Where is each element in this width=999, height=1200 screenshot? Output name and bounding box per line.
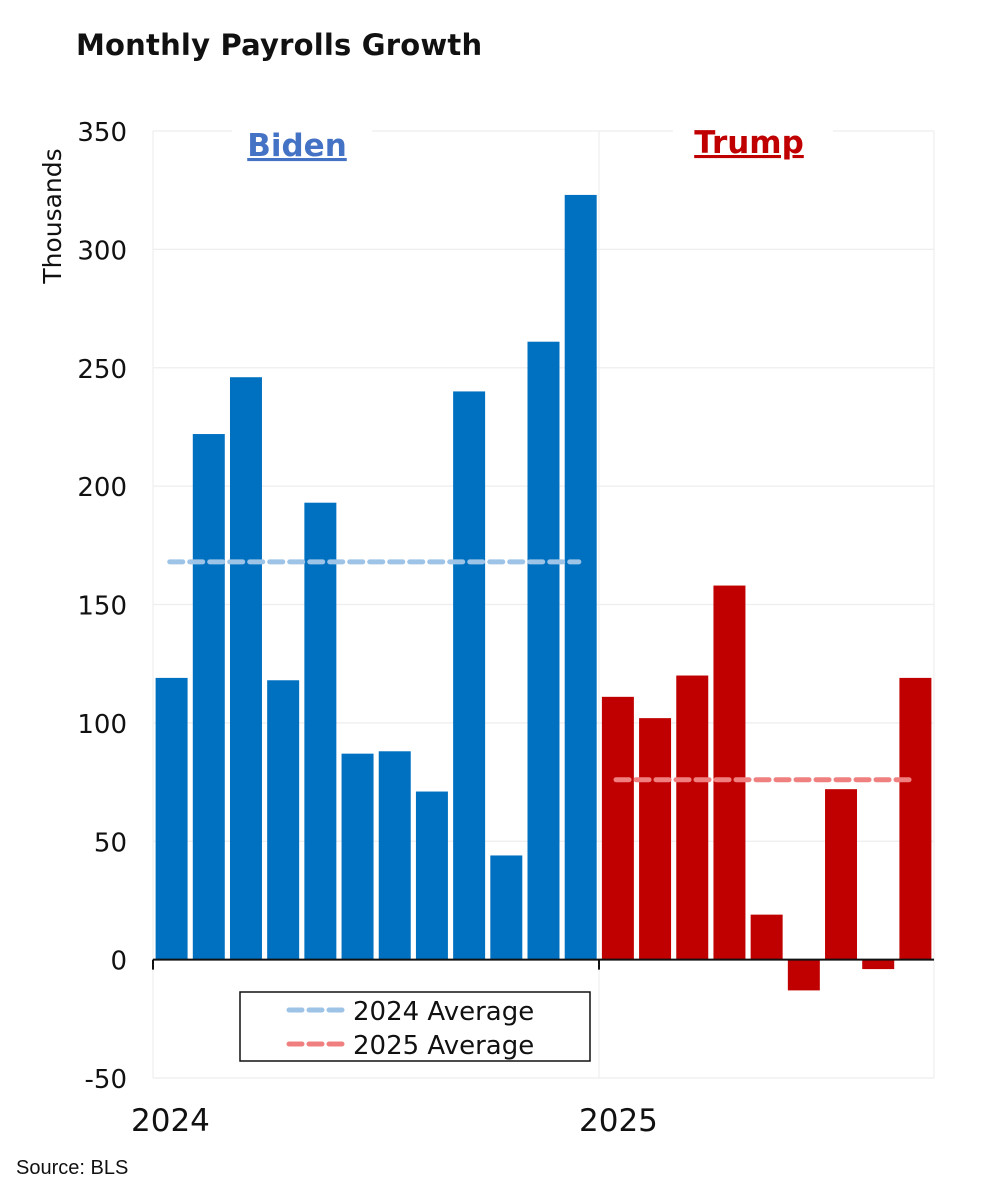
y-tick-label: 0 xyxy=(110,947,127,977)
bar-biden-3 xyxy=(229,377,262,960)
annotation-biden: Biden xyxy=(247,128,347,164)
x-tick-label-2024: 2024 xyxy=(131,1103,210,1139)
x-tick-label-2025: 2025 xyxy=(579,1103,658,1139)
y-tick-label: 300 xyxy=(77,236,127,266)
chart-title: Monthly Payrolls Growth xyxy=(76,28,483,62)
bar-trump-16 xyxy=(713,585,746,960)
annotation-background xyxy=(673,126,833,164)
bar-trump-20 xyxy=(862,959,895,970)
average-lines xyxy=(167,559,917,783)
bar-biden-8 xyxy=(415,791,448,960)
y-tick-label: 350 xyxy=(77,118,127,148)
annotations: Biden Trump xyxy=(232,125,833,166)
y-tick-label: 50 xyxy=(94,828,127,858)
bar-biden-10 xyxy=(490,855,523,960)
bar-biden-12 xyxy=(564,194,597,960)
bar-biden-7 xyxy=(378,751,411,960)
bar-biden-1 xyxy=(155,677,188,960)
axes xyxy=(152,958,934,970)
source-note: Source: BLS xyxy=(16,1157,129,1179)
chart-plot: -50 0 50 100 150 200 250 300 350 2024 2025 Biden T… xyxy=(38,118,935,1139)
y-axis-ticks: -50 0 50 100 150 200 250 300 350 xyxy=(77,118,127,1095)
annotation-background xyxy=(232,128,372,166)
legend-label: 2025 Average xyxy=(353,1031,534,1061)
bar-biden-5 xyxy=(304,502,337,960)
y-tick-label: 100 xyxy=(77,710,127,740)
bars xyxy=(155,194,932,991)
bar-biden-11 xyxy=(527,341,560,960)
legend-box xyxy=(239,991,591,1062)
y-tick-label: 250 xyxy=(77,355,127,385)
bar-trump-14 xyxy=(639,718,672,960)
y-tick-label: 200 xyxy=(77,473,127,503)
bar-trump-15 xyxy=(676,675,709,960)
bar-biden-4 xyxy=(267,680,300,960)
x-axis-ticks: 2024 2025 xyxy=(131,1103,658,1139)
bar-biden-9 xyxy=(453,391,486,960)
bar-trump-13 xyxy=(601,696,634,960)
y-tick-label: -50 xyxy=(85,1065,127,1095)
bar-trump-21 xyxy=(899,677,932,960)
bar-trump-19 xyxy=(825,789,858,960)
bar-biden-2 xyxy=(192,434,225,960)
y-axis-label: Thousands xyxy=(38,148,67,284)
legend-label: 2024 Average xyxy=(353,997,534,1027)
bar-trump-17 xyxy=(750,914,783,960)
annotation-trump: Trump xyxy=(694,125,804,161)
y-tick-label: 150 xyxy=(77,592,127,622)
legend: 2024 Average 2025 Average xyxy=(239,991,591,1062)
bar-biden-6 xyxy=(341,753,374,960)
bar-trump-18 xyxy=(787,959,820,991)
